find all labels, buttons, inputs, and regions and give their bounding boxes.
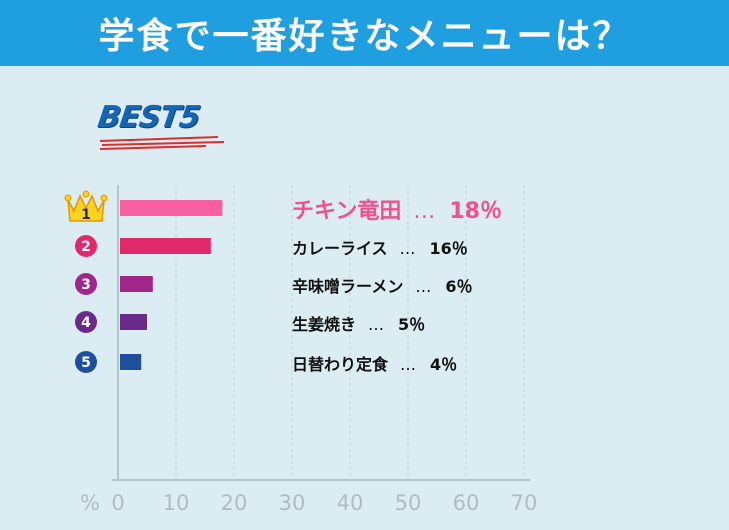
separator-dots: … xyxy=(368,315,385,334)
value-label: 5％ xyxy=(398,315,426,334)
value-label: 4％ xyxy=(430,355,458,374)
best5-badge: BEST5 xyxy=(96,100,228,156)
category-label: カレーライス … 16％ xyxy=(292,235,468,259)
x-tick-label: 10 xyxy=(163,491,190,515)
category-label: チキン竜田 … 18％ xyxy=(292,193,502,225)
crown-jewel xyxy=(82,190,90,198)
value-label: 18％ xyxy=(449,199,502,224)
x-tick-label: 70 xyxy=(511,491,538,515)
rank-badge xyxy=(75,351,97,373)
rank-number: 4 xyxy=(81,315,91,331)
x-tick-label: 0 xyxy=(111,491,124,515)
category-name: チキン竜田 xyxy=(292,199,402,224)
rank-badge xyxy=(75,311,97,333)
x-tick-label: 40 xyxy=(337,491,364,515)
bar xyxy=(120,276,153,292)
separator-dots: … xyxy=(415,277,432,296)
crown-icon xyxy=(67,194,105,222)
rank-badge xyxy=(75,273,97,295)
bar xyxy=(120,314,147,330)
separator-dots: … xyxy=(413,199,436,224)
title-banner: 学食で一番好きなメニューは？ xyxy=(0,0,729,66)
category-label: 辛味噌ラーメン … 6％ xyxy=(292,273,473,297)
rank-number: 5 xyxy=(81,355,91,371)
rank-number: 3 xyxy=(81,277,91,293)
category-label: 生姜焼き … 5％ xyxy=(292,311,425,335)
bar xyxy=(120,238,211,254)
x-axis-unit: % xyxy=(80,491,100,515)
bar xyxy=(120,200,223,216)
category-name: 生姜焼き xyxy=(292,315,357,334)
category-label: 日替わり定食 … 4％ xyxy=(292,351,457,375)
rank-badge xyxy=(75,235,97,257)
bar xyxy=(120,354,142,370)
page-title: 学食で一番好きなメニューは？ xyxy=(98,16,631,57)
x-tick-label: 30 xyxy=(279,491,306,515)
crown-jewel xyxy=(100,194,108,202)
category-name: 辛味噌ラーメン xyxy=(292,277,404,296)
red-underline-decoration xyxy=(99,136,225,150)
x-tick-label: 20 xyxy=(221,491,248,515)
separator-dots: … xyxy=(399,239,416,258)
category-name: カレーライス xyxy=(292,239,388,258)
separator-dots: … xyxy=(400,355,417,374)
value-label: 16％ xyxy=(429,239,468,258)
value-label: 6％ xyxy=(445,277,473,296)
crown-jewel xyxy=(64,194,72,202)
x-tick-label: 60 xyxy=(453,491,480,515)
category-name: 日替わり定食 xyxy=(292,355,389,374)
rank-number: 1 xyxy=(81,207,91,223)
rank-number: 2 xyxy=(81,239,91,255)
x-tick-label: 50 xyxy=(395,491,422,515)
